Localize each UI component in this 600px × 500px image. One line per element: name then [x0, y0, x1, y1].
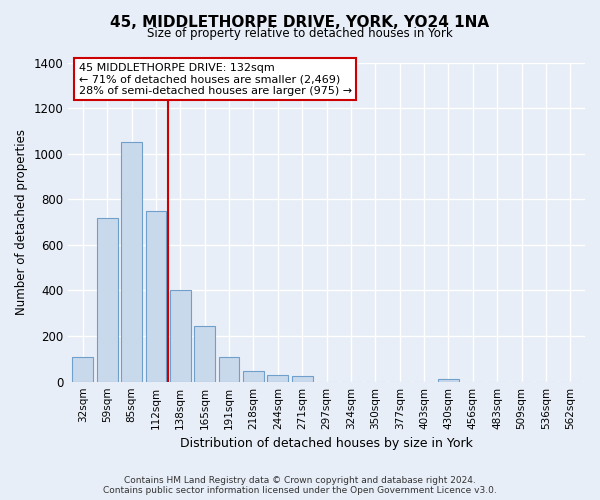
- Bar: [438, 380, 459, 382]
- X-axis label: Distribution of detached houses by size in York: Distribution of detached houses by size …: [180, 437, 473, 450]
- Text: Contains HM Land Registry data © Crown copyright and database right 2024.
Contai: Contains HM Land Registry data © Crown c…: [103, 476, 497, 495]
- Bar: [170, 290, 191, 382]
- Bar: [121, 142, 142, 382]
- Text: 45 MIDDLETHORPE DRIVE: 132sqm
← 71% of detached houses are smaller (2,469)
28% o: 45 MIDDLETHORPE DRIVE: 132sqm ← 71% of d…: [79, 62, 352, 96]
- Bar: [73, 358, 93, 382]
- Bar: [219, 356, 239, 382]
- Bar: [268, 376, 288, 382]
- Bar: [292, 376, 313, 382]
- Bar: [97, 218, 118, 382]
- Bar: [194, 326, 215, 382]
- Bar: [146, 211, 166, 382]
- Text: 45, MIDDLETHORPE DRIVE, YORK, YO24 1NA: 45, MIDDLETHORPE DRIVE, YORK, YO24 1NA: [110, 15, 490, 30]
- Text: Size of property relative to detached houses in York: Size of property relative to detached ho…: [147, 28, 453, 40]
- Bar: [243, 370, 264, 382]
- Y-axis label: Number of detached properties: Number of detached properties: [15, 129, 28, 315]
